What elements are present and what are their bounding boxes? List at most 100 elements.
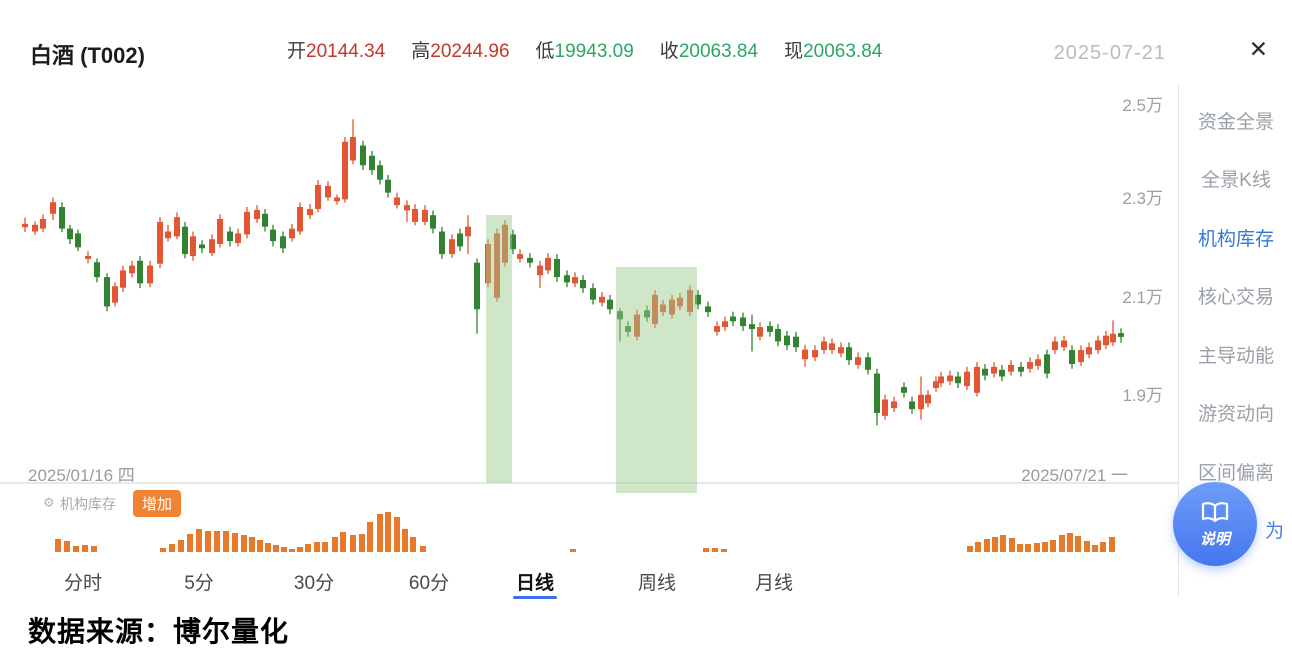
volume-bar bbox=[1084, 541, 1090, 552]
sidebar-item-hot-money[interactable]: 游资动向 bbox=[1197, 404, 1274, 425]
candle-body bbox=[394, 197, 400, 206]
candle-body bbox=[165, 231, 171, 239]
volume-bar bbox=[1025, 544, 1031, 552]
highlight-band bbox=[616, 267, 697, 493]
quote-open-label: 开 bbox=[287, 41, 307, 62]
candle-body bbox=[517, 254, 523, 259]
candle-body bbox=[599, 296, 605, 303]
candle-body bbox=[85, 256, 91, 259]
volume-bar bbox=[178, 540, 184, 552]
tab-active-underline bbox=[513, 596, 557, 599]
sidebar-item-partial[interactable]: 为 bbox=[1264, 521, 1284, 542]
candle-body bbox=[891, 401, 897, 409]
candle-body bbox=[227, 231, 233, 242]
volume-bar bbox=[367, 522, 373, 552]
volume-bar bbox=[205, 531, 211, 552]
candle-body bbox=[874, 373, 880, 413]
candle-body bbox=[580, 280, 586, 289]
candle-body bbox=[955, 376, 961, 384]
sidebar-item-panorama-kline[interactable]: 全景K线 bbox=[1201, 170, 1271, 191]
candle-body bbox=[157, 221, 163, 264]
candle-body bbox=[334, 197, 340, 202]
candle-body bbox=[838, 347, 844, 354]
sidebar-item-dominant-power[interactable]: 主导动能 bbox=[1197, 346, 1274, 367]
volume-bar bbox=[187, 534, 193, 552]
volume-bar bbox=[1000, 535, 1006, 552]
volume-bar bbox=[82, 545, 88, 552]
candle-body bbox=[652, 294, 658, 325]
candle-body bbox=[705, 306, 711, 313]
candle-body bbox=[964, 371, 970, 387]
volume-bar bbox=[281, 547, 287, 552]
close-icon[interactable]: ✕ bbox=[1248, 36, 1268, 62]
candle-body bbox=[297, 207, 303, 232]
sidebar-item-range-deviation[interactable]: 区间偏离 bbox=[1197, 463, 1274, 484]
sidebar-item-core-trading[interactable]: 核心交易 bbox=[1197, 287, 1274, 308]
volume-bar bbox=[332, 537, 338, 552]
indicator-status-badge: 增加 bbox=[133, 490, 182, 517]
tab-weekly[interactable]: 周线 bbox=[637, 573, 677, 594]
candle-body bbox=[1110, 333, 1116, 343]
tab-5min[interactable]: 5分 bbox=[184, 573, 214, 594]
volume-bar bbox=[305, 544, 311, 552]
chart-separator-line bbox=[0, 482, 1178, 484]
candle-body bbox=[687, 290, 693, 313]
tab-minute[interactable]: 分时 bbox=[63, 573, 103, 594]
quote-close-value: 20063.84 bbox=[678, 41, 759, 62]
candle-body bbox=[377, 165, 383, 180]
candle-body bbox=[147, 265, 153, 284]
tab-60min[interactable]: 60分 bbox=[408, 573, 450, 594]
candle-body bbox=[494, 233, 500, 298]
highlight-band bbox=[486, 215, 512, 483]
volume-bar bbox=[975, 542, 981, 552]
volume-bar bbox=[55, 539, 61, 552]
candle-body bbox=[793, 336, 799, 348]
volume-bar bbox=[196, 529, 202, 552]
volume-bar bbox=[265, 543, 271, 552]
volume-bar bbox=[169, 544, 175, 552]
help-button[interactable]: 说明 bbox=[1173, 482, 1257, 566]
tab-monthly[interactable]: 月线 bbox=[754, 573, 794, 594]
candle-body bbox=[974, 366, 980, 393]
candle-body bbox=[901, 387, 907, 393]
volume-bar bbox=[223, 531, 229, 552]
candle-body bbox=[350, 136, 356, 161]
volume-bar bbox=[410, 537, 416, 552]
candle-body bbox=[270, 229, 276, 242]
candle-body bbox=[112, 286, 118, 303]
candle-body bbox=[695, 294, 701, 305]
candlestick-chart[interactable] bbox=[0, 85, 1178, 555]
volume-bar bbox=[1059, 535, 1065, 552]
candle-body bbox=[369, 155, 375, 171]
sidebar-item-institution-inventory[interactable]: 机构库存 bbox=[1197, 229, 1274, 250]
candle-body bbox=[554, 258, 560, 278]
candle-body bbox=[767, 326, 773, 332]
volume-bar bbox=[712, 548, 718, 552]
tab-30min[interactable]: 30分 bbox=[293, 573, 335, 594]
candle-body bbox=[457, 233, 463, 247]
candle-body bbox=[485, 244, 491, 284]
volume-bar bbox=[64, 541, 70, 552]
candle-body bbox=[918, 394, 924, 410]
candle-body bbox=[812, 350, 818, 358]
candle-body bbox=[527, 257, 533, 263]
candle-body bbox=[199, 244, 205, 249]
candle-body bbox=[617, 311, 623, 320]
candle-body bbox=[510, 234, 516, 250]
volume-bar bbox=[232, 533, 238, 552]
candle-body bbox=[129, 265, 135, 274]
candle-body bbox=[947, 375, 953, 382]
y-tick-23k: 2.3万 bbox=[1122, 189, 1163, 208]
candle-body bbox=[677, 297, 683, 307]
volume-bar bbox=[992, 537, 998, 552]
tab-daily[interactable]: 日线 bbox=[515, 573, 555, 594]
sidebar-item-fund-panorama[interactable]: 资金全景 bbox=[1197, 112, 1274, 133]
candle-body bbox=[412, 208, 418, 222]
candle-body bbox=[933, 381, 939, 388]
candle-body bbox=[59, 207, 65, 229]
candle-body bbox=[757, 327, 763, 337]
volume-bar bbox=[241, 535, 247, 552]
candle-body bbox=[209, 239, 215, 254]
candle-body bbox=[40, 219, 46, 229]
gear-icon[interactable]: ⚙ bbox=[43, 495, 55, 510]
